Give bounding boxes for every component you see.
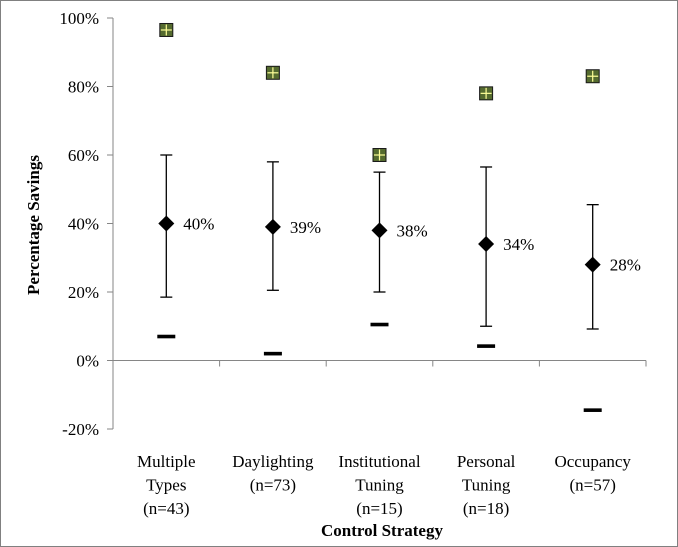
mean-marker	[158, 215, 175, 232]
category-label: Institutional	[338, 452, 420, 471]
min-marker	[157, 334, 176, 339]
mean-label: 40%	[183, 215, 214, 234]
category-label: Tuning	[462, 476, 511, 495]
mean-label: 28%	[610, 256, 641, 275]
mean-marker	[264, 218, 281, 235]
category-label: (n=43)	[143, 499, 189, 518]
category-label: Occupancy	[554, 452, 631, 471]
category-label: (n=18)	[463, 499, 509, 518]
y-axis-title: Percentage Savings	[24, 155, 43, 295]
y-tick-label: -20%	[62, 420, 99, 439]
y-tick-label: 40%	[68, 215, 99, 234]
min-marker	[583, 408, 602, 412]
category-label: Types	[146, 476, 186, 495]
axes-layer	[107, 17, 647, 430]
y-tick-label: 0%	[76, 352, 99, 371]
mean-marker	[371, 222, 388, 239]
x-axis-title: Control Strategy	[321, 521, 443, 540]
min-marker	[477, 344, 496, 348]
min-marker	[370, 322, 389, 327]
labels-layer: -20% 0% 20% 40% 60% 80% 100% Multiple Types (n=43…	[59, 9, 641, 518]
y-tick-label: 20%	[68, 283, 99, 302]
category-label: (n=73)	[250, 476, 296, 495]
mean-marker	[478, 236, 495, 253]
marks-layer	[157, 22, 602, 412]
category-label: (n=15)	[356, 499, 402, 518]
y-tick-label: 60%	[68, 146, 99, 165]
mean-label: 39%	[290, 218, 321, 237]
category-label: Multiple	[137, 452, 196, 471]
y-tick-label: 100%	[59, 9, 99, 28]
category-label: Tuning	[355, 476, 404, 495]
min-marker	[263, 351, 282, 356]
mean-label: 34%	[503, 235, 534, 254]
category-label: (n=57)	[569, 476, 615, 495]
mean-marker	[584, 256, 601, 273]
category-label: Daylighting	[232, 452, 314, 471]
mean-label: 38%	[397, 221, 428, 240]
y-tick-label: 80%	[68, 78, 99, 97]
category-label: Personal	[457, 452, 516, 471]
